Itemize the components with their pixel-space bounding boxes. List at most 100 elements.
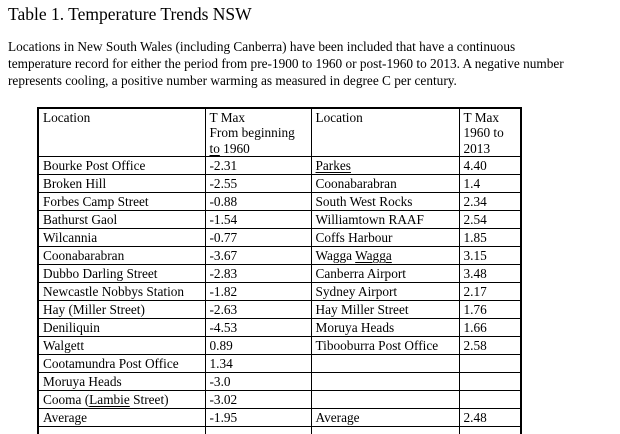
table-cell: Cooma (Lambie Street) <box>37 389 206 409</box>
underlined-text: Parkes <box>315 157 351 173</box>
header-line: From beginning <box>209 125 295 141</box>
table-cell: 4.40 <box>458 155 522 175</box>
table-cell <box>310 425 460 434</box>
header-cell: Location <box>37 107 206 157</box>
table-cell: Cootamundra Post Office <box>37 353 206 373</box>
table-cell <box>458 353 522 373</box>
table-cell: 2.54 <box>458 209 522 229</box>
table-cell: 1.66 <box>458 317 522 337</box>
table-cell <box>310 353 460 373</box>
table-cell: -2.31 <box>204 155 312 175</box>
table-cell: Coffs Harbour <box>310 227 460 247</box>
table-cell: 3.48 <box>458 263 522 283</box>
table-cell: Walgett <box>37 335 206 355</box>
table-row: Bathurst Gaol -1.54 Williamtown RAAF 2.54 <box>37 209 522 229</box>
table-row: Deniliquin -4.53 Moruya Heads 1.66 <box>37 317 522 337</box>
table-cell: Tibooburra Post Office <box>310 335 460 355</box>
table-cell: 2.17 <box>458 281 522 301</box>
header-line: T Max <box>463 110 500 125</box>
underlined-text: to <box>209 140 220 156</box>
table-cell: 1.34 <box>204 353 312 373</box>
header-line: Location <box>315 110 363 125</box>
table-cell: -2.55 <box>204 173 312 193</box>
temperature-table: Location T Max From beginning to 1960 Locati… <box>37 107 522 434</box>
table-cell: Hay Miller Street <box>310 299 460 319</box>
table-cell: 1.85 <box>458 227 522 247</box>
table-cell: -1.54 <box>204 209 312 229</box>
description: Locations in New South Wales (including … <box>8 38 564 89</box>
table-cell <box>310 389 460 409</box>
header-row: Location T Max From beginning to 1960 Locati… <box>37 107 522 157</box>
header-cell: Location <box>310 107 460 157</box>
table-cell: Newcastle Nobbys Station <box>37 281 206 301</box>
table-row: Newcastle Nobbys Station -1.82 Sydney Airp… <box>37 281 522 301</box>
table-cell: 2.48 <box>458 407 522 427</box>
header-line: Location <box>43 110 91 125</box>
table-row: Cootamundra Post Office 1.34 <box>37 353 522 373</box>
table-row: Cooma (Lambie Street) -3.02 <box>37 389 522 409</box>
table-cell: Bourke Post Office <box>37 155 206 175</box>
table-cell: Moruya Heads <box>310 317 460 337</box>
table-cell <box>458 425 522 434</box>
grammar-flagged-word: to <box>210 141 220 156</box>
table-cell <box>204 425 312 434</box>
table-cell: Wagga Wagga <box>310 245 460 265</box>
table-row <box>37 425 522 434</box>
table-cell: -2.83 <box>204 263 312 283</box>
table-cell: Coonabarabran <box>37 245 206 265</box>
table-cell: 2.34 <box>458 191 522 211</box>
table-cell: Average <box>37 407 206 427</box>
table-row: Moruya Heads -3.0 <box>37 371 522 391</box>
underlined-text: Lambie <box>89 391 130 407</box>
table-cell: -3.67 <box>204 245 312 265</box>
table-cell: Deniliquin <box>37 317 206 337</box>
table-cell: 0.89 <box>204 335 312 355</box>
table-row: Forbes Camp Street -0.88 South West Rocks 2… <box>37 191 522 211</box>
table-cell <box>37 425 206 434</box>
table-cell: -4.53 <box>204 317 312 337</box>
table-cell <box>458 389 522 409</box>
table-cell: South West Rocks <box>310 191 460 211</box>
table-cell: 1.76 <box>458 299 522 319</box>
misspelled-word: Parkes <box>316 158 351 173</box>
table-row: Wilcannia -0.77 Coffs Harbour 1.85 <box>37 227 522 247</box>
table-row: Hay (Miller Street) -2.63 Hay Miller Stree… <box>37 299 522 319</box>
table-row: Coonabarabran -3.67 Wagga Wagga 3.15 <box>37 245 522 265</box>
table-cell: -0.77 <box>204 227 312 247</box>
table-cell: Dubbo Darling Street <box>37 263 206 283</box>
description-line: represents cooling, a positive number wa… <box>8 73 457 88</box>
header-cell: T Max From beginning to 1960 <box>204 107 312 157</box>
table-cell <box>310 371 460 391</box>
description-line: temperature record for either the period… <box>8 56 564 71</box>
page-title: Table 1. Temperature Trends NSW <box>8 4 252 24</box>
table-cell: Parkes <box>310 155 460 175</box>
table-cell: Williamtown RAAF <box>310 209 460 229</box>
table-row: Bourke Post Office -2.31 Parkes 4.40 <box>37 155 522 175</box>
table-cell: -3.02 <box>204 389 312 409</box>
header-line: 2013 <box>463 140 491 156</box>
table-cell: Forbes Camp Street <box>37 191 206 211</box>
misspelled-word: Lambie <box>89 392 130 407</box>
table-cell: Broken Hill <box>37 173 206 193</box>
description-line: Locations in New South Wales (including … <box>8 39 516 54</box>
table-cell: 3.15 <box>458 245 522 265</box>
table-cell: Moruya Heads <box>37 371 206 391</box>
table-row: Average -1.95 Average 2.48 <box>37 407 522 427</box>
table-cell: -1.95 <box>204 407 312 427</box>
table-cell: 2.58 <box>458 335 522 355</box>
table-cell: Canberra Airport <box>310 263 460 283</box>
header-line: 1960 to <box>463 125 504 141</box>
header-cell: T Max 1960 to 2013 <box>458 107 522 157</box>
table-cell: Bathurst Gaol <box>37 209 206 229</box>
table-cell: Hay (Miller Street) <box>37 299 206 319</box>
table-row: Broken Hill -2.55 Coonabarabran 1.4 <box>37 173 522 193</box>
table-cell: 1.4 <box>458 173 522 193</box>
underlined-text: Wagga <box>355 247 392 263</box>
table-cell: -2.63 <box>204 299 312 319</box>
table-row: Dubbo Darling Street -2.83 Canberra Airpor… <box>37 263 522 283</box>
table-cell: Average <box>310 407 460 427</box>
table-cell: -3.0 <box>204 371 312 391</box>
header-line: to 1960 <box>209 140 250 156</box>
misspelled-word: Wagga <box>355 248 392 263</box>
